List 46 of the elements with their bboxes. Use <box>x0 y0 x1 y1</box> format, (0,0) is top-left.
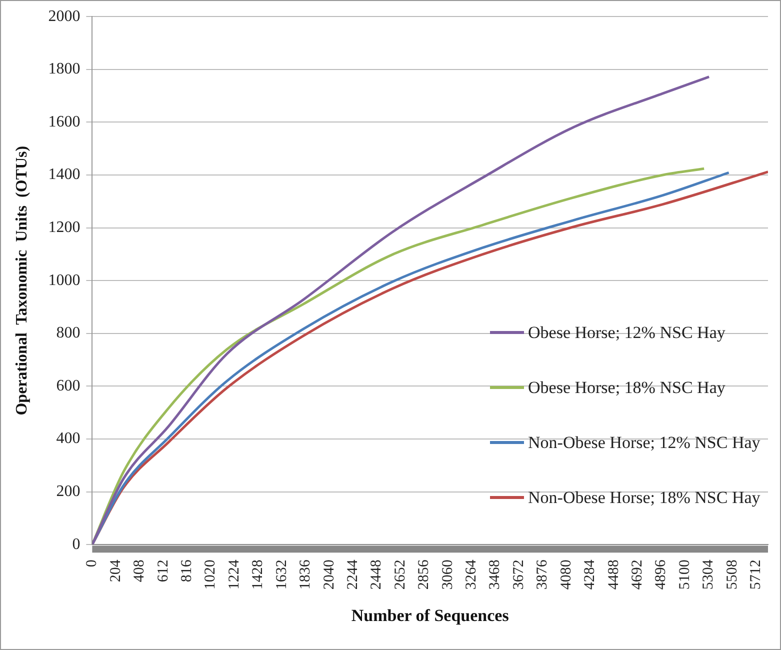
x-tick-label: 1632 <box>274 560 290 590</box>
x-tick-label: 2040 <box>321 560 338 590</box>
x-tick-label: 2856 <box>416 559 432 590</box>
x-tick-label: 5304 <box>700 559 717 590</box>
x-tick-label: 4080 <box>558 560 574 590</box>
x-tick-label: 3060 <box>440 560 456 590</box>
y-tick-label: 0 <box>72 536 80 553</box>
x-tick-label: 1836 <box>298 559 314 590</box>
y-tick-label: 400 <box>56 430 80 448</box>
x-axis-title: Number of Sequences <box>351 606 510 626</box>
y-tick-label: 2000 <box>48 8 80 25</box>
y-tick-label: 200 <box>56 483 80 500</box>
legend-label: Non-Obese Horse; 12% NSC Hay <box>528 432 760 453</box>
y-tick-label: 1800 <box>48 60 80 78</box>
y-tick-label: 1200 <box>48 219 80 236</box>
x-tick-label: 5712 <box>748 560 764 590</box>
x-tick-label: 2244 <box>344 559 361 590</box>
x-tick-label: 4692 <box>630 560 646 590</box>
x-tick-label: 2448 <box>368 560 385 590</box>
x-tick-label: 1224 <box>226 559 242 590</box>
x-tick-label: 2652 <box>392 560 408 590</box>
x-tick-label: 4488 <box>606 560 622 590</box>
x-tick-label: 3672 <box>510 560 527 590</box>
legend-label: Obese Horse; 12% NSC Hay <box>528 322 726 343</box>
x-tick-label: 204 <box>108 559 124 582</box>
y-axis-title: Operational Taxonomic Units (OTUs) <box>14 146 31 416</box>
legend-label: Non-Obese Horse; 18% NSC Hay <box>528 488 760 508</box>
x-tick-label: 1020 <box>202 560 219 590</box>
x-tick-label: 1428 <box>250 560 266 590</box>
y-tick-label: 1400 <box>48 166 80 184</box>
x-tick-label: 4896 <box>653 559 670 590</box>
x-tick-label: 3264 <box>464 559 480 590</box>
x-tick-label: 3876 <box>534 559 551 590</box>
x-tick-label: 612 <box>155 560 172 582</box>
x-tick-label: 5508 <box>724 560 740 590</box>
x-tick-label: 4284 <box>582 559 598 590</box>
x-tick-label: 3468 <box>487 560 504 590</box>
x-tick-label: 0 <box>84 560 100 568</box>
y-tick-label: 800 <box>56 324 80 342</box>
x-tick-label: 408 <box>132 560 148 582</box>
y-tick-label: 1600 <box>48 113 80 130</box>
x-tick-label: 5100 <box>676 560 693 590</box>
x-tick-label: 816 <box>178 559 195 582</box>
y-tick-label: 1000 <box>48 272 80 289</box>
y-tick-label: 600 <box>56 377 80 394</box>
legend-label: Obese Horse; 18% NSC Hay <box>528 378 726 398</box>
